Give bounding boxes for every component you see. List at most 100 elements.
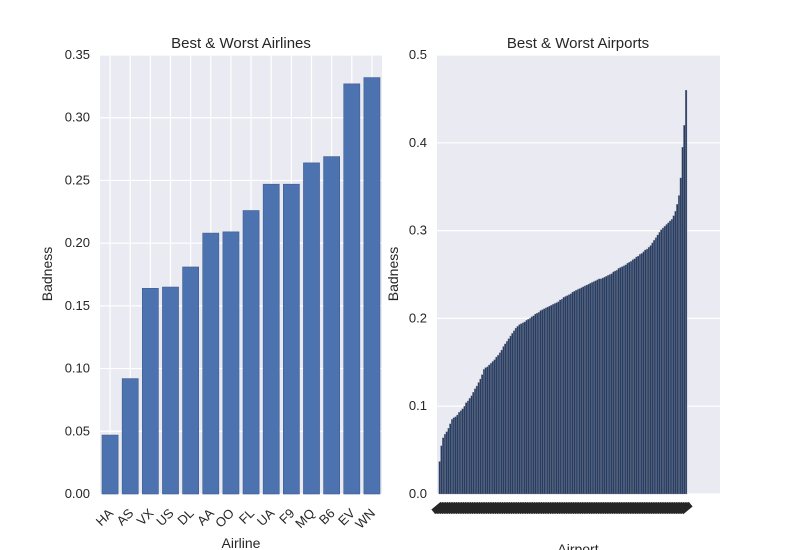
airports-bar <box>520 323 523 495</box>
airports-bar <box>624 264 627 495</box>
airlines-bar <box>182 266 199 495</box>
airports-bar <box>672 215 675 495</box>
airports-bar <box>516 326 519 495</box>
airlines-bar <box>323 156 341 495</box>
airlines-bar <box>222 231 240 495</box>
airports-bar <box>463 406 466 495</box>
airports-bar <box>587 284 590 495</box>
airports-bar <box>631 259 634 495</box>
airports-y-tick-label: 0.0 <box>409 486 427 501</box>
airports-bar <box>623 265 626 495</box>
airports-bar <box>569 293 572 495</box>
airports-bar <box>683 125 686 495</box>
airports-bar <box>585 284 588 495</box>
airports-bar <box>591 282 594 495</box>
airports-bar <box>584 285 587 495</box>
airports-bar <box>582 286 585 495</box>
airports-bar <box>621 266 624 495</box>
airlines-bar <box>262 183 280 495</box>
airports-bar <box>553 303 556 495</box>
airports-bar <box>685 89 688 495</box>
airlines-x-tick-label: B6 <box>316 506 338 528</box>
airports-bar <box>633 258 636 495</box>
airports-y-axis-label: Badness <box>385 247 401 301</box>
airports-bar <box>534 313 537 495</box>
airlines-x-tick-label: OO <box>212 506 237 531</box>
airports-bar <box>546 306 549 495</box>
airports-bar <box>628 262 631 495</box>
airports-bar <box>477 382 480 495</box>
airports-bar <box>456 414 459 495</box>
airports-y-tick-label: 0.1 <box>409 398 427 413</box>
airports-bar <box>523 321 526 495</box>
airports-bar <box>470 395 473 495</box>
airports-bar <box>610 273 613 495</box>
airports-bar <box>507 338 510 495</box>
airports-bar <box>514 327 517 495</box>
airports-bar <box>640 253 643 495</box>
airports-bar <box>653 240 656 495</box>
airports-bar <box>637 255 640 495</box>
airlines-chart: 0.000.050.100.150.200.250.300.35 HAASVXU… <box>39 35 382 550</box>
airports-bar <box>576 289 579 495</box>
airports-bar <box>541 309 544 495</box>
airports-bar <box>573 291 576 495</box>
airports-bar <box>571 291 574 495</box>
airlines-x-axis-label: Airline <box>222 535 261 550</box>
airlines-y-axis-label: Badness <box>39 247 55 301</box>
airports-bar <box>518 324 521 495</box>
airports-bar <box>504 343 507 495</box>
airlines-bar <box>282 183 300 495</box>
airports-bar <box>550 305 553 495</box>
airports-bar <box>605 276 608 495</box>
airports-bar <box>670 219 673 495</box>
airlines-x-tick-label: WN <box>352 506 378 532</box>
airports-bar <box>458 412 461 495</box>
airports-bar <box>560 298 564 495</box>
airports-bar <box>596 279 599 495</box>
airports-bar <box>669 220 672 495</box>
airports-bar <box>490 363 493 495</box>
airlines-bar <box>363 77 381 495</box>
airports-bar <box>539 310 542 495</box>
airlines-x-tick-label: VX <box>134 505 157 528</box>
airports-x-tick-mark <box>679 501 693 515</box>
airports-bar <box>474 388 477 495</box>
airports-bar <box>543 308 546 495</box>
airlines-x-tick-label: EV <box>335 505 358 528</box>
airports-bar <box>679 177 682 495</box>
airports-bar <box>491 361 494 495</box>
airports-bar <box>511 333 514 495</box>
airports-bar <box>638 254 642 495</box>
airports-bar <box>644 249 647 495</box>
airports-bar <box>447 427 450 495</box>
airports-bar <box>440 445 443 495</box>
airports-bar <box>607 275 610 495</box>
airlines-x-tick-label: AA <box>194 505 217 528</box>
airports-bar <box>532 315 535 495</box>
airports-bar <box>454 416 457 495</box>
airports-bar <box>667 222 670 495</box>
airports-bar <box>442 437 445 495</box>
airports-bar <box>438 461 441 495</box>
airports-bar <box>557 301 560 495</box>
airlines-y-tick-label: 0.25 <box>65 172 90 187</box>
airlines-x-tick-label: DL <box>174 506 196 528</box>
airports-bar <box>451 419 454 495</box>
airports-bar <box>495 356 498 495</box>
airports-bar <box>484 367 487 495</box>
airports-bar <box>603 276 606 495</box>
airports-y-tick-label: 0.5 <box>409 47 427 62</box>
airports-bar <box>497 355 500 495</box>
airports-bar <box>529 318 532 495</box>
airports-bar <box>566 295 569 495</box>
airports-bar <box>660 229 663 495</box>
airlines-y-tick-label: 0.35 <box>65 47 90 62</box>
airports-bar <box>592 281 595 495</box>
airports-bar <box>564 296 567 495</box>
airports-bar <box>481 374 484 495</box>
airports-bar <box>658 232 661 495</box>
airports-bar <box>479 378 482 495</box>
airlines-y-tick-label: 0.15 <box>65 298 90 313</box>
